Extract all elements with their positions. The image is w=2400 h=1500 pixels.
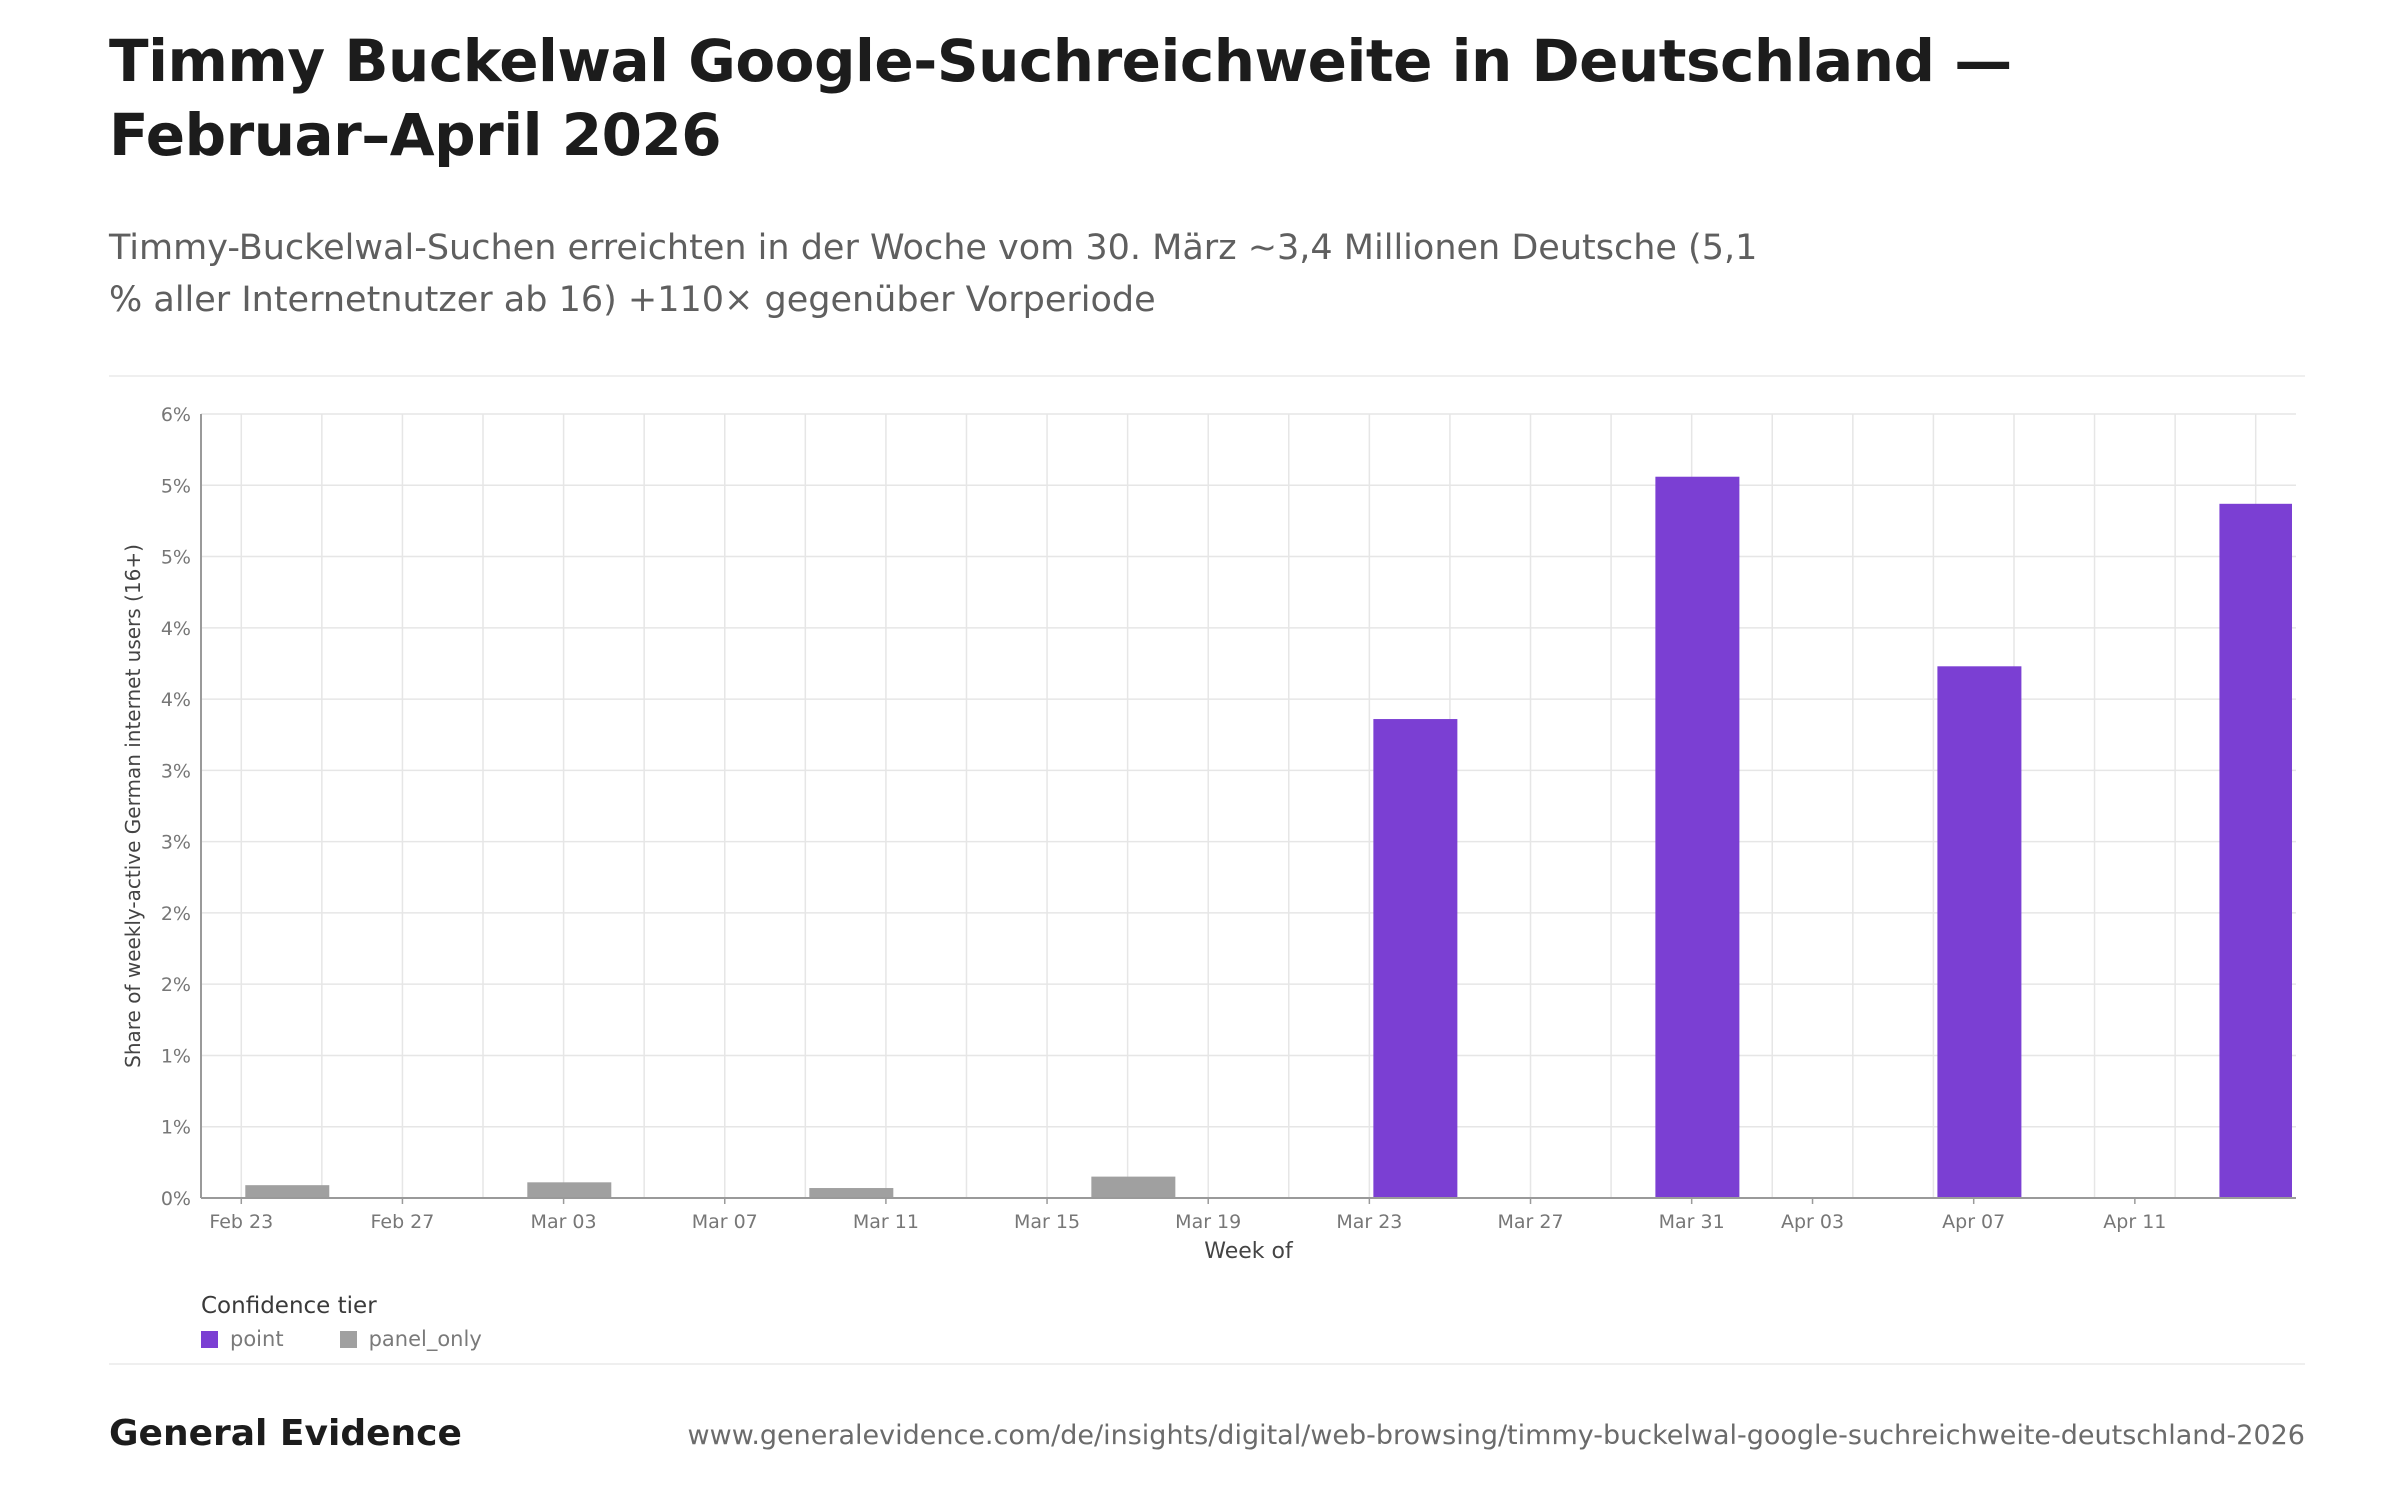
legend-title: Confidence tier bbox=[201, 1293, 377, 1319]
bar-panel-only bbox=[245, 1185, 330, 1198]
chart-title: Timmy Buckelwal Google-Suchreichweite in… bbox=[109, 27, 2012, 169]
y-tick-label: 4% bbox=[161, 689, 191, 711]
y-tick-label: 1% bbox=[161, 1117, 191, 1139]
x-axis-title: Week of bbox=[1204, 1239, 1294, 1260]
y-tick-label: 4% bbox=[161, 618, 191, 640]
brand-name: General Evidence bbox=[109, 1413, 462, 1454]
legend-item-panel-only[interactable]: panel_only bbox=[339, 1327, 482, 1351]
x-tick-label: Mar 15 bbox=[1014, 1211, 1080, 1233]
bottom-divider bbox=[109, 1363, 2305, 1365]
y-tick-label: 5% bbox=[161, 547, 191, 569]
legend: Confidence tier point panel_only bbox=[201, 1293, 482, 1351]
x-tick-label: Mar 19 bbox=[1175, 1211, 1241, 1233]
y-axis-title: Share of weekly-active German internet u… bbox=[121, 544, 145, 1068]
x-tick-label: Apr 07 bbox=[1942, 1211, 2005, 1233]
y-tick-label: 1% bbox=[161, 1045, 191, 1067]
x-tick-label: Mar 07 bbox=[692, 1211, 758, 1233]
legend-item-point[interactable]: point bbox=[201, 1327, 284, 1351]
legend-label-point: point bbox=[230, 1327, 284, 1351]
x-tick-label: Mar 11 bbox=[853, 1211, 919, 1233]
y-tick-label: 6% bbox=[161, 404, 191, 426]
bar-panel-only bbox=[527, 1182, 612, 1198]
bar-chart: 0% 1% 1% 2% 2% 3% 3% 4% 4% 5% 5% 6% Feb 23 Feb 27 Mar … bbox=[121, 404, 2296, 1260]
legend-label-panel-only: panel_only bbox=[368, 1327, 482, 1351]
chart-subtitle: Timmy-Buckelwal-Suchen erreichten in der… bbox=[109, 228, 1758, 320]
y-tick-label: 3% bbox=[161, 832, 191, 854]
bar-point bbox=[2219, 503, 2292, 1198]
top-divider bbox=[109, 375, 2305, 377]
legend-swatch-point bbox=[201, 1330, 218, 1348]
x-tick-label: Mar 23 bbox=[1336, 1211, 1402, 1233]
y-tick-label: 5% bbox=[161, 475, 191, 497]
bar-point bbox=[1373, 719, 1458, 1198]
y-tick-label: 2% bbox=[161, 903, 191, 925]
x-tick-label: Mar 27 bbox=[1497, 1211, 1563, 1233]
bar-panel-only bbox=[809, 1188, 894, 1198]
legend-swatch-panel-only bbox=[339, 1330, 357, 1348]
x-tick-label: Feb 23 bbox=[209, 1211, 273, 1233]
source-url[interactable]: www.generalevidence.com/de/insights/digi… bbox=[687, 1420, 2305, 1451]
bar-point bbox=[1937, 666, 2022, 1198]
y-tick-label: 2% bbox=[161, 974, 191, 996]
y-tick-label: 0% bbox=[161, 1188, 191, 1210]
y-tick-label: 3% bbox=[161, 760, 191, 782]
bar-panel-only bbox=[1091, 1176, 1176, 1198]
x-tick-label: Mar 03 bbox=[531, 1211, 597, 1233]
bar-point bbox=[1655, 476, 1740, 1199]
x-tick-label: Apr 03 bbox=[1781, 1211, 1844, 1233]
x-tick-label: Apr 11 bbox=[2103, 1211, 2166, 1233]
x-tick-label: Feb 27 bbox=[371, 1211, 435, 1233]
x-tick-label: Mar 31 bbox=[1659, 1211, 1725, 1233]
